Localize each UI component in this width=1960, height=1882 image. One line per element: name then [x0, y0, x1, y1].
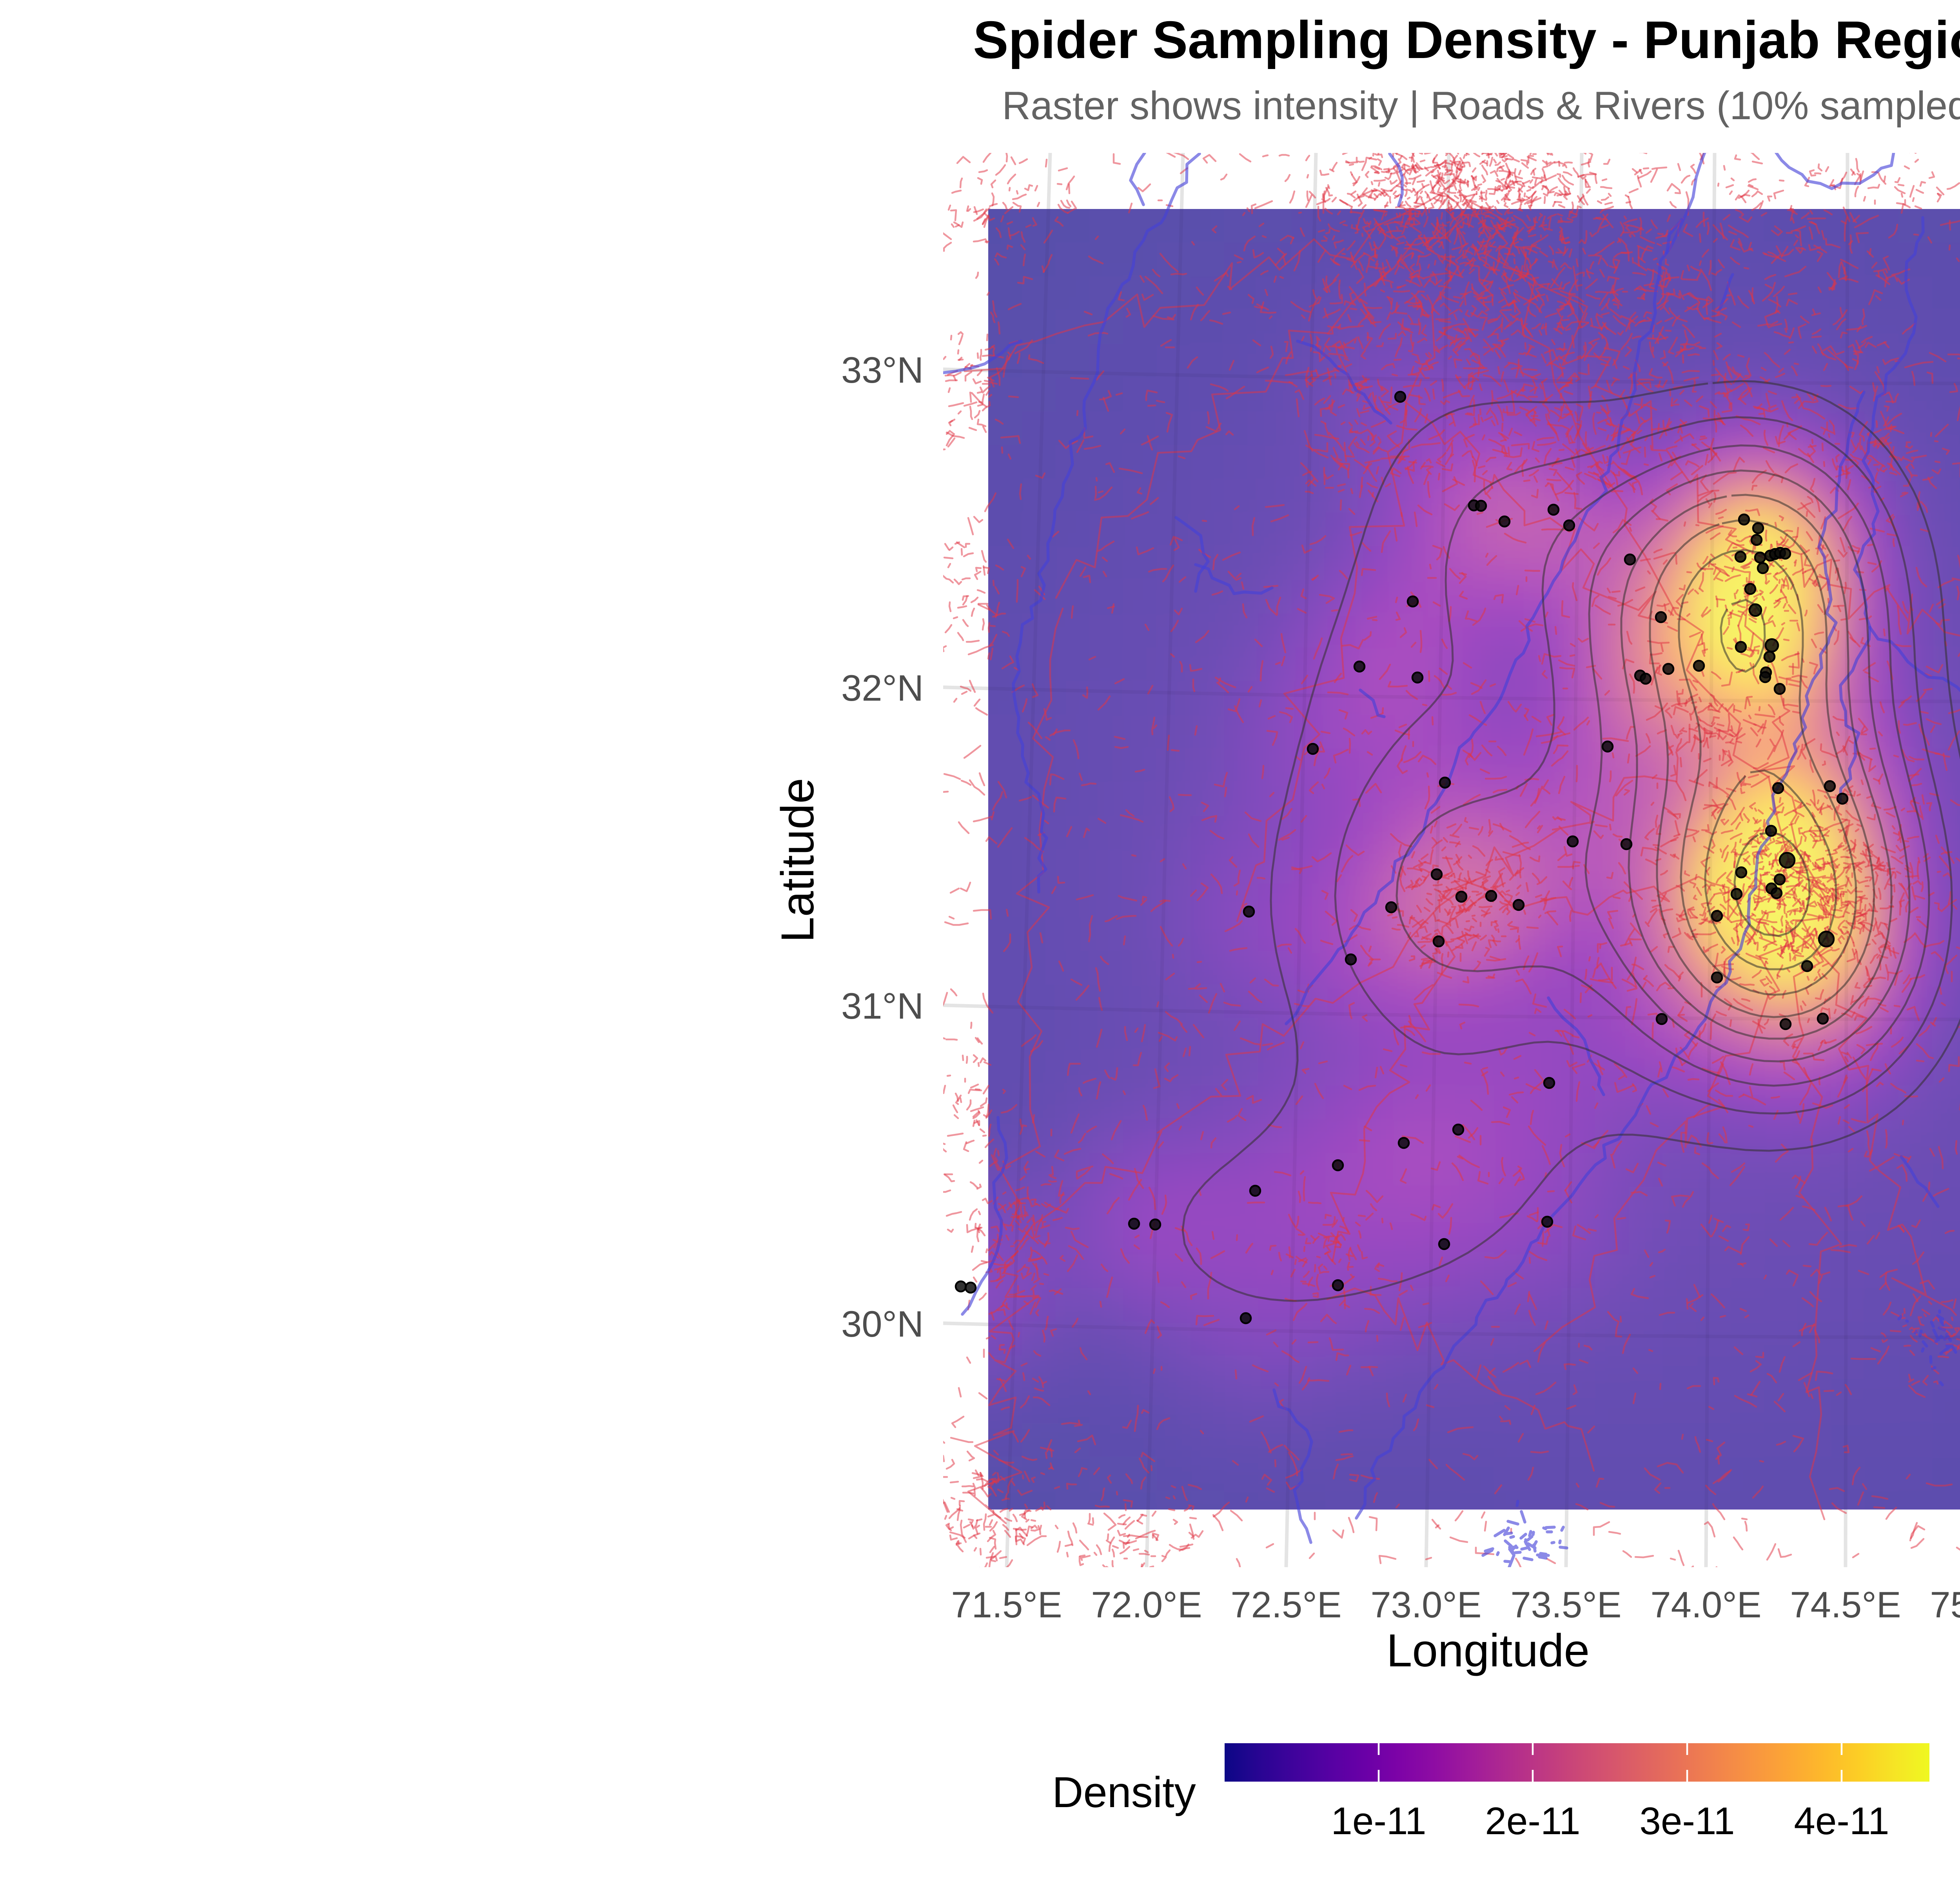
svg-text:73.5°E: 73.5°E [1510, 1584, 1621, 1625]
svg-text:Density: Density [1052, 1768, 1196, 1817]
svg-text:33°N: 33°N [841, 349, 924, 391]
svg-text:72.5°E: 72.5°E [1230, 1584, 1341, 1625]
svg-text:Raster shows intensity | Roads: Raster shows intensity | Roads & Rivers … [1002, 84, 1960, 128]
svg-text:1e-11: 1e-11 [1331, 1799, 1426, 1842]
svg-text:Spider Sampling Density - Punj: Spider Sampling Density - Punjab Region [973, 10, 1960, 69]
svg-text:31°N: 31°N [841, 985, 924, 1026]
svg-text:Longitude: Longitude [1387, 1625, 1590, 1677]
svg-text:72.0°E: 72.0°E [1091, 1584, 1202, 1625]
svg-text:75.0°E: 75.0°E [1930, 1584, 1960, 1625]
svg-text:32°N: 32°N [841, 667, 924, 708]
svg-text:71.5°E: 71.5°E [951, 1584, 1062, 1625]
svg-text:73.0°E: 73.0°E [1370, 1584, 1481, 1625]
svg-text:4e-11: 4e-11 [1794, 1799, 1889, 1842]
svg-text:2e-11: 2e-11 [1485, 1799, 1580, 1842]
svg-text:3e-11: 3e-11 [1639, 1799, 1735, 1842]
svg-text:74.5°E: 74.5°E [1790, 1584, 1901, 1625]
svg-text:74.0°E: 74.0°E [1650, 1584, 1761, 1625]
svg-text:30°N: 30°N [841, 1303, 924, 1344]
svg-text:Latitude: Latitude [772, 778, 824, 943]
